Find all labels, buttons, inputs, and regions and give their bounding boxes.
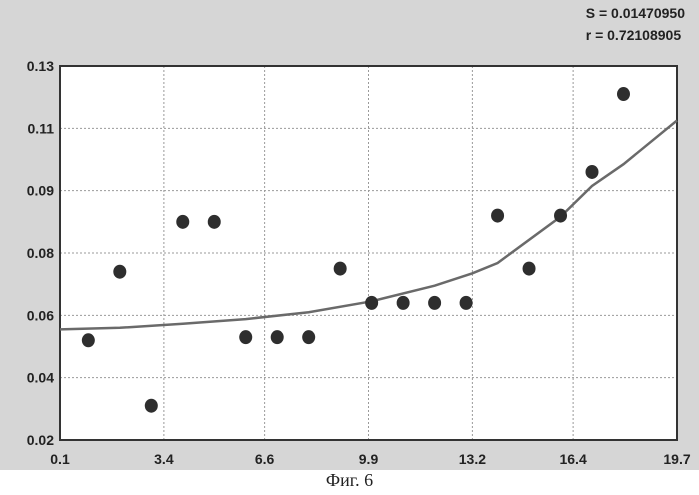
y-tick-label: 0.09 [27,183,54,199]
data-point [271,330,284,344]
data-point [428,296,441,310]
data-point [397,296,410,310]
data-point [617,87,630,101]
x-tick-label: 6.6 [255,451,275,467]
x-tick-label: 13.2 [459,451,486,467]
data-point [586,165,599,179]
x-tick-label: 0.1 [50,451,70,467]
chart-figure: S = 0.01470950 r = 0.72108905 0.13.46.69… [0,0,699,470]
data-point [176,215,189,229]
y-tick-label: 0.11 [28,120,55,136]
data-point [554,209,567,223]
y-tick-label: 0.08 [27,245,54,261]
x-tick-label: 9.9 [359,451,379,467]
data-point [365,296,378,310]
data-point [334,262,347,276]
x-tick-label: 3.4 [154,451,174,467]
y-tick-label: 0.06 [27,307,54,323]
data-point [460,296,473,310]
data-point [523,262,536,276]
data-point [82,333,95,347]
scatter-chart: 0.1 3.4 6.6 9.9 13.2 16.4 19.7 0.02 0.04 0.06 0.08… [0,0,699,470]
y-tick-label: 0.04 [27,370,54,386]
data-point [491,209,504,223]
data-point [302,330,315,344]
data-point [113,265,126,279]
y-tick-label: 0.02 [27,432,54,448]
figure-caption: Фиг. 6 [0,470,699,491]
data-point [208,215,221,229]
data-point [239,330,252,344]
y-tick-label: 0.13 [27,58,54,74]
x-tick-label: 19.7 [663,451,690,467]
x-tick-label: 16.4 [559,451,586,467]
data-point [145,399,158,413]
